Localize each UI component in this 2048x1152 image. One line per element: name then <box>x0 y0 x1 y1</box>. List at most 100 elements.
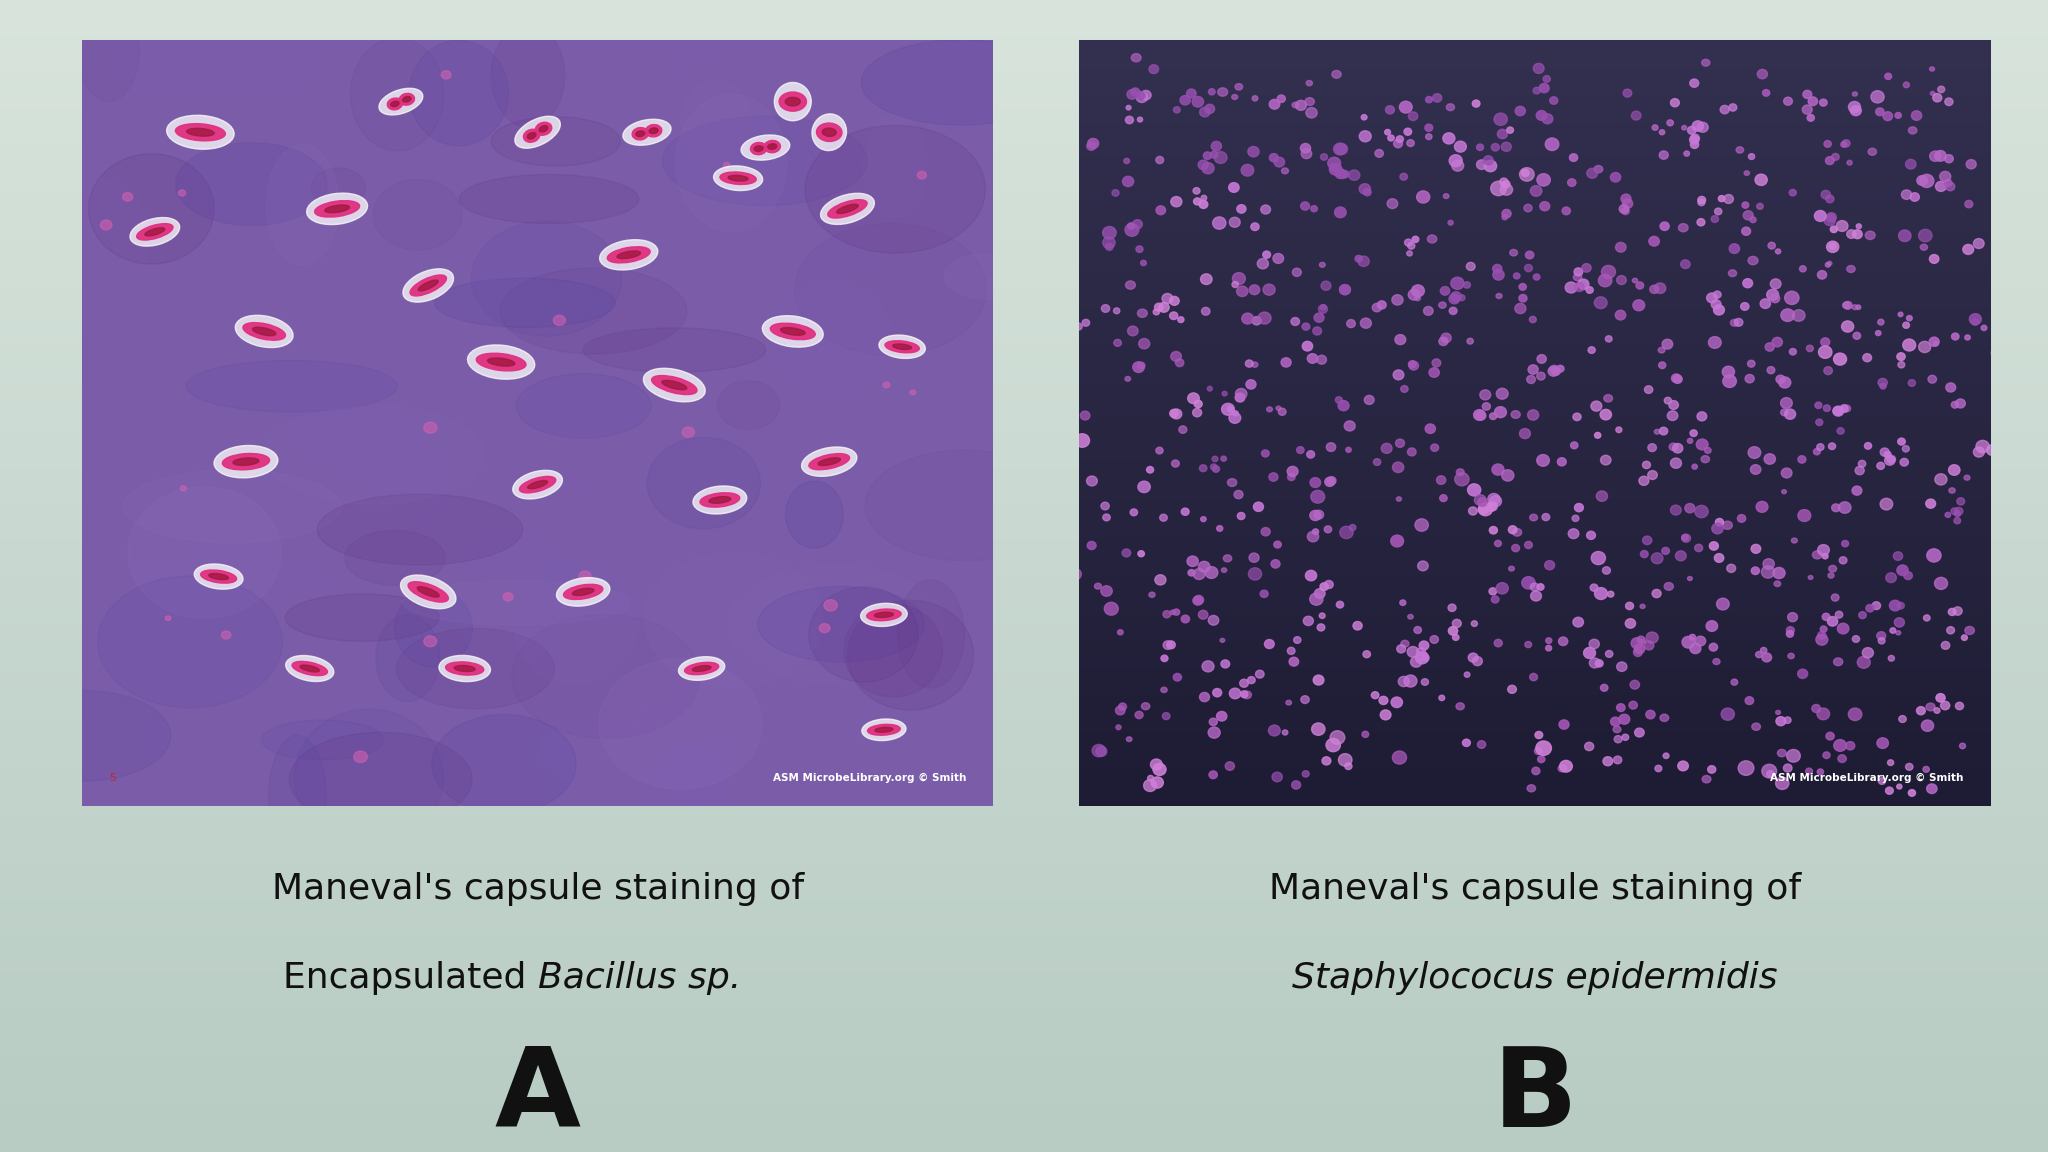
Ellipse shape <box>1896 353 1905 361</box>
Ellipse shape <box>1593 297 1608 309</box>
Ellipse shape <box>1466 263 1475 271</box>
Ellipse shape <box>1825 215 1835 226</box>
Ellipse shape <box>1315 510 1323 520</box>
Ellipse shape <box>1661 222 1669 230</box>
Ellipse shape <box>1614 726 1620 733</box>
Ellipse shape <box>1634 728 1645 737</box>
Ellipse shape <box>1364 651 1370 658</box>
Ellipse shape <box>123 192 133 202</box>
Ellipse shape <box>1141 703 1149 710</box>
Ellipse shape <box>1210 464 1217 470</box>
Ellipse shape <box>1939 172 1952 182</box>
Ellipse shape <box>1681 535 1690 543</box>
Ellipse shape <box>774 83 811 121</box>
Ellipse shape <box>1391 697 1403 707</box>
Ellipse shape <box>1851 636 1860 643</box>
Ellipse shape <box>1602 567 1610 574</box>
Ellipse shape <box>1221 403 1235 415</box>
Ellipse shape <box>1587 531 1595 539</box>
Ellipse shape <box>1595 432 1602 438</box>
Ellipse shape <box>1270 472 1278 482</box>
Ellipse shape <box>1149 65 1159 74</box>
Text: Maneval's capsule staining of: Maneval's capsule staining of <box>1270 872 1800 907</box>
Ellipse shape <box>514 116 561 149</box>
Ellipse shape <box>195 564 244 589</box>
Ellipse shape <box>1126 105 1130 109</box>
Ellipse shape <box>1825 141 1831 147</box>
Ellipse shape <box>1217 525 1223 531</box>
Ellipse shape <box>1434 93 1442 103</box>
Ellipse shape <box>535 122 551 135</box>
Ellipse shape <box>1223 392 1227 396</box>
Ellipse shape <box>1843 406 1851 412</box>
Ellipse shape <box>1315 313 1323 323</box>
Ellipse shape <box>1307 354 1317 363</box>
Ellipse shape <box>1307 450 1315 458</box>
Ellipse shape <box>1155 206 1165 214</box>
Ellipse shape <box>1292 268 1300 276</box>
Ellipse shape <box>1479 498 1487 507</box>
Ellipse shape <box>1751 723 1761 730</box>
Ellipse shape <box>1317 355 1327 364</box>
Ellipse shape <box>440 70 451 78</box>
Ellipse shape <box>1542 114 1552 123</box>
Ellipse shape <box>1769 294 1780 303</box>
Ellipse shape <box>1653 590 1661 598</box>
Ellipse shape <box>1622 199 1632 209</box>
Ellipse shape <box>1688 438 1694 444</box>
Ellipse shape <box>0 690 170 781</box>
Ellipse shape <box>1741 227 1751 235</box>
Ellipse shape <box>651 376 696 395</box>
Ellipse shape <box>1681 636 1694 649</box>
Ellipse shape <box>1837 427 1843 434</box>
Ellipse shape <box>1483 156 1493 165</box>
Ellipse shape <box>471 221 621 336</box>
Ellipse shape <box>1839 404 1847 412</box>
Ellipse shape <box>764 141 780 153</box>
Ellipse shape <box>403 581 631 626</box>
Ellipse shape <box>1667 120 1673 126</box>
Ellipse shape <box>563 584 602 599</box>
Ellipse shape <box>819 623 829 632</box>
Ellipse shape <box>1372 691 1378 698</box>
Ellipse shape <box>1702 775 1710 783</box>
Ellipse shape <box>1419 641 1430 650</box>
Ellipse shape <box>1589 658 1599 668</box>
Ellipse shape <box>1909 789 1915 796</box>
Ellipse shape <box>1597 274 1612 287</box>
Ellipse shape <box>1909 127 1917 134</box>
Ellipse shape <box>1292 103 1298 108</box>
Ellipse shape <box>326 205 350 213</box>
Ellipse shape <box>1456 703 1464 710</box>
Ellipse shape <box>1712 523 1722 533</box>
Ellipse shape <box>1702 456 1710 463</box>
Ellipse shape <box>1944 180 1952 187</box>
Ellipse shape <box>1243 691 1251 699</box>
Ellipse shape <box>868 725 901 735</box>
Ellipse shape <box>1087 541 1096 550</box>
Ellipse shape <box>1782 468 1792 478</box>
Ellipse shape <box>1712 300 1720 309</box>
Ellipse shape <box>129 615 305 680</box>
Ellipse shape <box>1432 359 1440 366</box>
Ellipse shape <box>1892 552 1903 560</box>
Ellipse shape <box>1102 502 1110 510</box>
Ellipse shape <box>1296 447 1305 454</box>
Ellipse shape <box>1540 202 1550 211</box>
Ellipse shape <box>1880 448 1888 456</box>
Ellipse shape <box>1589 584 1597 591</box>
Ellipse shape <box>1409 112 1417 121</box>
Ellipse shape <box>1952 333 1960 340</box>
Ellipse shape <box>1673 374 1681 384</box>
Ellipse shape <box>1448 220 1454 225</box>
Ellipse shape <box>1774 568 1786 578</box>
Ellipse shape <box>1489 588 1497 594</box>
Ellipse shape <box>1665 397 1671 404</box>
Ellipse shape <box>1126 90 1137 99</box>
Ellipse shape <box>1546 138 1559 151</box>
Ellipse shape <box>1235 84 1243 90</box>
Ellipse shape <box>1649 236 1659 247</box>
Ellipse shape <box>811 114 846 151</box>
Ellipse shape <box>1837 623 1849 634</box>
Ellipse shape <box>1815 402 1823 409</box>
